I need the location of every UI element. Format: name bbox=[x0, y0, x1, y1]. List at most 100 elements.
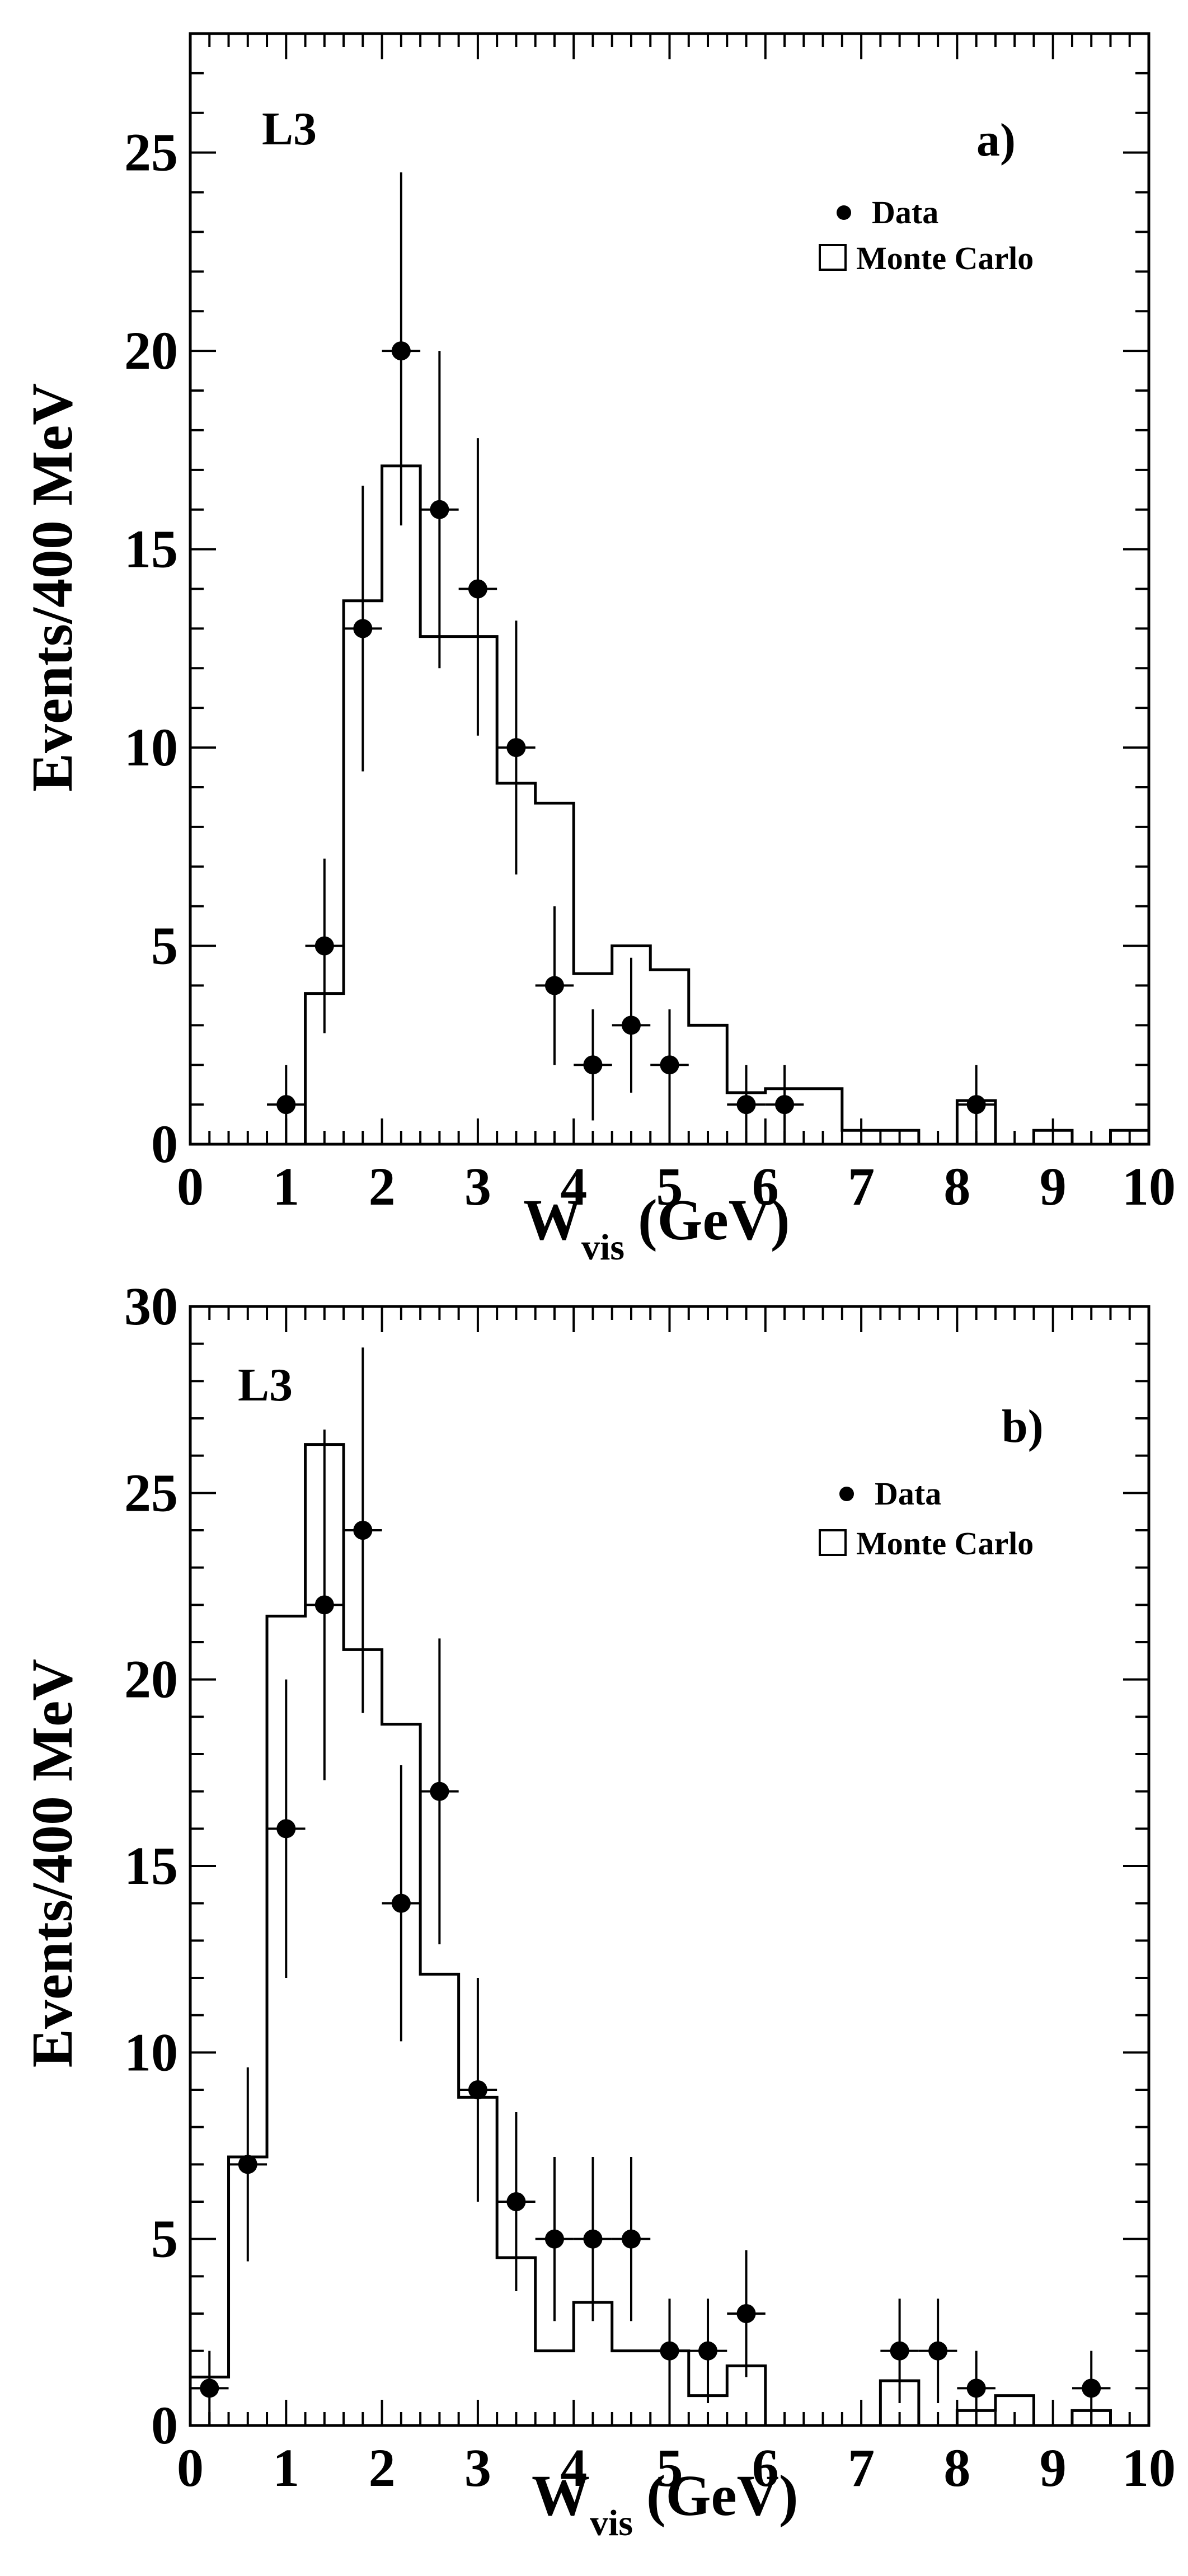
panel-a-x-tick-label: 10 bbox=[1122, 1157, 1176, 1216]
panel-a-x-tick-label: 1 bbox=[273, 1157, 299, 1216]
panel-b-mc-bin bbox=[420, 1974, 459, 2425]
panel-b-experiment-label: L3 bbox=[238, 1359, 293, 1411]
panel-a-data-marker bbox=[583, 1055, 603, 1075]
panel-a-x-axis-title-main: W bbox=[523, 1188, 581, 1252]
panel-b-data-point bbox=[382, 1765, 421, 2042]
panel-a-x-tick-label: 2 bbox=[369, 1157, 396, 1216]
panel-b-x-tick-label: 7 bbox=[848, 2438, 875, 2498]
panel-a-data-marker bbox=[736, 1095, 756, 1115]
panel-b-y-tick-label: 20 bbox=[124, 1649, 178, 1709]
panel-b-panel-label: b) bbox=[1002, 1400, 1044, 1452]
panel-a-data-point bbox=[267, 1065, 306, 1144]
panel-a-data-point bbox=[458, 438, 497, 736]
panel-b-data-point bbox=[497, 2112, 536, 2291]
panel-a-legend-mc-label: Monte Carlo bbox=[856, 240, 1034, 276]
panel-b-y-tick-label: 30 bbox=[124, 1276, 178, 1336]
panel-a-x-tick-label: 9 bbox=[1040, 1157, 1067, 1216]
panel-b-data-point bbox=[228, 2067, 267, 2262]
panel-b-x-tick-label: 5 bbox=[656, 2438, 683, 2498]
panel-a-data-marker bbox=[775, 1095, 795, 1115]
panel-b-data-marker bbox=[736, 2304, 756, 2323]
panel-b-y-axis-title: Events/400 MeV bbox=[20, 1659, 84, 2068]
panel-b-data-marker bbox=[890, 2341, 909, 2361]
panel-b-data-point bbox=[1072, 2351, 1111, 2425]
panel-b-mc-histogram bbox=[189, 1443, 1149, 2427]
panel-a-data-point bbox=[727, 1065, 766, 1144]
panel-b-data-points bbox=[190, 1347, 1111, 2425]
panel-b-data-point bbox=[535, 2157, 574, 2321]
panel-a-data-marker bbox=[506, 738, 526, 758]
panel-b-data-marker bbox=[544, 2229, 564, 2249]
panel-b-data-marker bbox=[468, 2080, 487, 2099]
panel-b-frame bbox=[189, 1305, 1151, 2427]
panel-a-data-point bbox=[420, 351, 459, 669]
panel-b-data-point bbox=[305, 1430, 344, 1780]
panel-b-data-marker bbox=[583, 2229, 603, 2249]
panel-a-data-point bbox=[957, 1065, 996, 1144]
panel-a-x-tick-label: 4 bbox=[560, 1157, 587, 1216]
panel-b-mc-bin bbox=[344, 1649, 382, 2425]
panel-b-x-tick-label: 1 bbox=[273, 2438, 299, 2498]
panel-b-data-marker bbox=[966, 2378, 986, 2398]
panel-a-data-point bbox=[535, 906, 574, 1065]
panel-b-data-point bbox=[574, 2157, 612, 2321]
panel-b-x-tick-label: 0 bbox=[177, 2438, 204, 2498]
panel-b-x-tick-label: 2 bbox=[369, 2438, 396, 2498]
panel-b-data-marker bbox=[698, 2341, 718, 2361]
panel-b-legend-mc-marker bbox=[819, 1529, 847, 1556]
panel-b-data-marker bbox=[238, 2155, 257, 2174]
panel-a-data-marker bbox=[544, 976, 564, 995]
panel-b-data-marker bbox=[430, 1781, 449, 1801]
panel-b-data-point bbox=[918, 2298, 957, 2403]
panel-b-x-axis-title: Wvis (GeV) bbox=[532, 2464, 798, 2544]
panel-a-x-tick-label: 7 bbox=[848, 1157, 875, 1216]
panel-a-data-marker bbox=[353, 619, 373, 638]
panel-b: 0 1 2 3 4 5 6 7 8 9 10 0 5 10 15 20 25 30 L3 b) Data Mont… bbox=[20, 1276, 1176, 2544]
panel-b-legend: Data Monte Carlo bbox=[819, 1475, 1034, 1562]
panel-a: 0 1 2 3 4 5 6 7 8 9 10 0 5 10 15 20 25 L3 a) Data Monte … bbox=[20, 32, 1176, 1268]
panel-b-data-point bbox=[267, 1679, 306, 1978]
panel-a-data-point bbox=[382, 172, 421, 526]
panel-a-data-marker bbox=[276, 1095, 296, 1115]
panel-a-x-axis-title-sub: vis bbox=[581, 1227, 624, 1268]
panel-a-data-point bbox=[344, 486, 382, 772]
panel-a-mc-bin bbox=[382, 466, 421, 1144]
panel-a-x-tick-label: 6 bbox=[752, 1157, 779, 1216]
panel-a-y-tick-label: 10 bbox=[124, 717, 178, 777]
panel-a-y-tick-label: 15 bbox=[124, 519, 178, 579]
panel-b-x-tick-label: 10 bbox=[1122, 2438, 1176, 2498]
panel-b-data-marker bbox=[621, 2229, 641, 2249]
panel-b-x-tick-label: 9 bbox=[1040, 2438, 1067, 2498]
panel-a-data-point bbox=[650, 1009, 689, 1121]
panel-a-data-point bbox=[497, 621, 536, 875]
panel-b-x-tick-label: 8 bbox=[943, 2438, 970, 2498]
panel-a-data-points bbox=[267, 172, 996, 1144]
panel-a-panel-label: a) bbox=[976, 114, 1016, 166]
panel-a-y-tick-label: 5 bbox=[151, 916, 178, 976]
panel-a-x-tick-label: 5 bbox=[656, 1157, 683, 1216]
panel-b-monte-carlo bbox=[189, 1443, 1149, 2427]
panel-b-data-point bbox=[612, 2157, 651, 2321]
panel-a-legend-data-marker bbox=[837, 205, 851, 220]
panel-b-data-point bbox=[880, 2298, 919, 2403]
panel-b-data-marker bbox=[314, 1595, 334, 1615]
panel-b-data-point bbox=[420, 1638, 459, 1944]
panel-a-monte-carlo bbox=[190, 464, 1151, 1146]
panel-a-data-marker bbox=[660, 1055, 679, 1075]
panel-a-data-marker bbox=[391, 341, 411, 361]
panel-b-x-tick-label: 4 bbox=[560, 2438, 587, 2498]
panel-a-data-point bbox=[765, 1065, 804, 1144]
panel-b-data-point bbox=[727, 2250, 766, 2377]
panel-b-y-tick-label: 15 bbox=[124, 1836, 178, 1896]
panel-a-legend: Data Monte Carlo bbox=[819, 194, 1034, 276]
panel-a-data-marker bbox=[966, 1095, 986, 1115]
panel-a-y-tick-label: 25 bbox=[124, 123, 178, 182]
panel-a-data-marker bbox=[621, 1016, 641, 1035]
panel-a-mc-bin bbox=[420, 637, 459, 1144]
panel-a-legend-data-label: Data bbox=[872, 194, 938, 231]
panel-b-x-axis-title-main: W bbox=[532, 2464, 590, 2528]
panel-a-data-marker bbox=[314, 936, 334, 956]
panel-a-x-tick-label: 0 bbox=[177, 1157, 204, 1216]
panel-a-mc-histogram bbox=[190, 464, 1151, 1146]
